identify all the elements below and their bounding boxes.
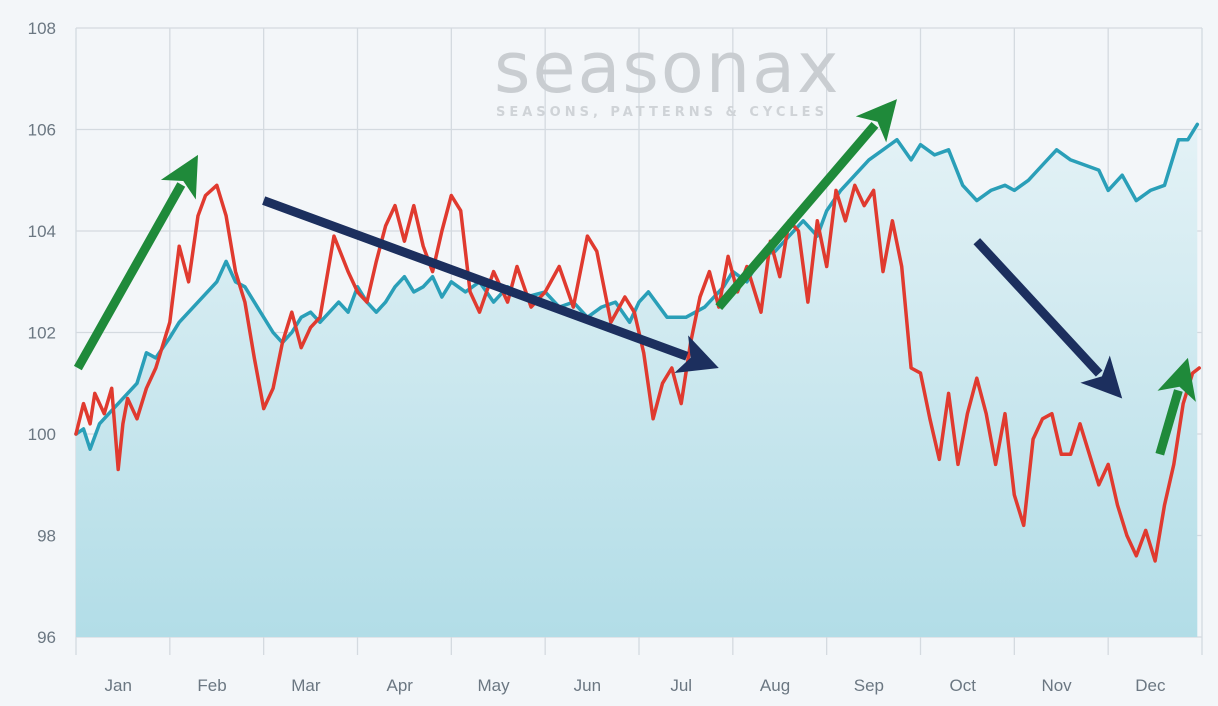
green-up-arrow	[715, 99, 897, 311]
x-tick-label: Apr	[386, 676, 413, 695]
y-tick-label: 96	[37, 628, 56, 647]
x-tick-label: Mar	[291, 676, 321, 695]
watermark-tagline: SEASONS, PATTERNS & CYCLES	[496, 105, 828, 120]
trend-arrows	[73, 99, 1196, 456]
green-up-arrow	[73, 154, 198, 371]
y-tick-label: 106	[28, 121, 56, 140]
navy-down-arrow	[262, 196, 719, 373]
green-up-arrow	[1155, 357, 1196, 456]
seasonax-watermark: seasonax SEASONS, PATTERNS & CYCLES	[494, 27, 840, 120]
x-tick-label: Feb	[197, 676, 226, 695]
y-axis: 96 98 100 102 104 106 108	[28, 19, 56, 647]
x-tick-label: Dec	[1135, 676, 1166, 695]
teal-series-area-fill	[76, 124, 1198, 637]
x-tick-label: Oct	[949, 676, 976, 695]
y-tick-label: 108	[28, 19, 56, 38]
x-tick-label: Nov	[1041, 676, 1072, 695]
red-series-line	[74, 183, 1201, 563]
x-tick-label: Sep	[854, 676, 884, 695]
x-tick-label: Jul	[670, 676, 692, 695]
x-axis: Jan Feb Mar Apr May Jun Jul Aug Sep Oct Nov Dec	[105, 676, 1166, 695]
x-tick-label: May	[477, 676, 510, 695]
x-tick-label: Jan	[105, 676, 132, 695]
x-tick-label: Aug	[760, 676, 790, 695]
y-tick-label: 104	[28, 222, 56, 241]
x-tick-label: Jun	[574, 676, 601, 695]
watermark-brand: seasonax	[494, 27, 840, 109]
y-tick-label: 102	[28, 324, 56, 343]
y-tick-label: 98	[37, 527, 56, 546]
y-tick-label: 100	[28, 425, 56, 444]
navy-down-arrow	[973, 238, 1123, 399]
